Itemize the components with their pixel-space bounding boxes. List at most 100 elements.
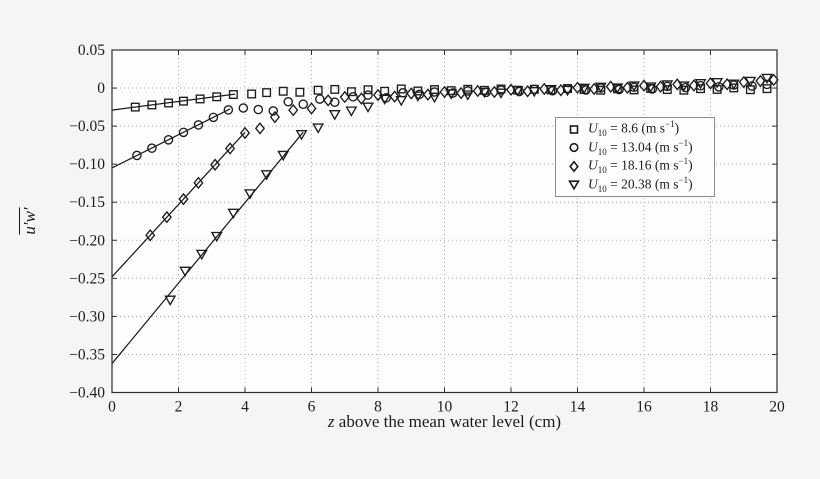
plot-background bbox=[112, 50, 777, 393]
x-tick-label: 18 bbox=[703, 399, 719, 416]
x-tick-label: 14 bbox=[570, 399, 586, 416]
y-tick-label: −0.30 bbox=[69, 308, 105, 325]
marker-triangle-down bbox=[528, 86, 541, 98]
legend-marker-diamond-icon bbox=[569, 160, 579, 173]
marker-triangle-down bbox=[445, 89, 458, 100]
marker-square bbox=[228, 90, 238, 99]
marker-diamond bbox=[288, 103, 299, 117]
x-tick-label: 8 bbox=[374, 399, 382, 416]
marker-circle bbox=[147, 143, 157, 153]
triangle-down-icon bbox=[568, 180, 580, 191]
marker-diamond bbox=[254, 122, 266, 135]
marker-square bbox=[662, 85, 672, 95]
marker-circle bbox=[680, 82, 691, 93]
marker-diamond bbox=[339, 90, 350, 104]
x-tick-label: 16 bbox=[636, 399, 652, 416]
marker-triangle-down bbox=[378, 94, 391, 106]
marker-square bbox=[313, 85, 323, 95]
marker-triangle-down bbox=[744, 76, 757, 88]
marker-circle bbox=[208, 112, 219, 123]
marker-diamond bbox=[224, 142, 236, 155]
marker-triangle-down bbox=[295, 129, 308, 141]
marker-circle bbox=[178, 127, 189, 138]
legend-item-label: U10 = 18.16 (m s−1) bbox=[588, 156, 693, 176]
marker-circle bbox=[223, 105, 234, 115]
marker-diamond bbox=[178, 192, 189, 206]
marker-circle bbox=[298, 99, 308, 109]
y-tick-label: −0.05 bbox=[69, 118, 105, 135]
marker-diamond bbox=[622, 81, 633, 95]
marker-square bbox=[212, 92, 222, 102]
y-tick-label: −0.25 bbox=[69, 270, 105, 287]
diamond-icon bbox=[569, 160, 579, 173]
marker-triangle-down bbox=[362, 102, 374, 113]
marker-triangle-down bbox=[428, 92, 441, 104]
marker-square bbox=[346, 87, 356, 97]
marker-square bbox=[130, 102, 140, 112]
legend-item: U10 = 18.16 (m s−1) bbox=[565, 157, 714, 175]
marker-circle bbox=[581, 85, 591, 95]
marker-circle bbox=[762, 79, 772, 90]
y-tick-label: −0.10 bbox=[69, 156, 105, 173]
marker-triangle-down bbox=[544, 84, 557, 96]
marker-square bbox=[712, 84, 722, 94]
marker-triangle-down bbox=[511, 86, 524, 97]
marker-triangle-down bbox=[411, 91, 424, 102]
marker-diamond bbox=[306, 102, 317, 115]
y-tick-label: −0.15 bbox=[69, 194, 105, 211]
marker-square bbox=[696, 84, 705, 94]
marker-triangle-down bbox=[478, 87, 491, 99]
marker-square bbox=[195, 94, 205, 104]
marker-triangle-down bbox=[227, 208, 240, 220]
marker-square bbox=[179, 96, 188, 106]
marker-diamond bbox=[372, 88, 384, 102]
marker-diamond bbox=[323, 94, 334, 107]
legend-marker-triangle-down-icon bbox=[568, 180, 580, 191]
x-tick-label: 20 bbox=[769, 399, 785, 416]
x-axis-label-text: above the mean water level (cm) bbox=[334, 412, 562, 431]
marker-diamond bbox=[193, 176, 204, 190]
marker-square bbox=[762, 84, 772, 94]
marker-circle bbox=[614, 84, 624, 95]
y-tick-label: 0.05 bbox=[78, 42, 105, 59]
marker-circle bbox=[163, 135, 174, 145]
marker-triangle-down bbox=[345, 106, 358, 117]
x-tick-label: 0 bbox=[108, 399, 116, 416]
marker-triangle-down bbox=[195, 249, 208, 261]
marker-triangle-down bbox=[578, 83, 591, 95]
marker-triangle-down bbox=[727, 79, 740, 90]
marker-circle bbox=[695, 80, 706, 91]
marker-diamond bbox=[269, 110, 280, 124]
legend-item: U10 = 20.38 (m s−1) bbox=[565, 174, 714, 194]
y-axis-label: u′w′ bbox=[20, 206, 40, 235]
marker-circle bbox=[253, 104, 264, 115]
legend-marker-square-icon bbox=[569, 124, 579, 134]
legend-item-label: U10 = 20.38 (m s−1) bbox=[588, 174, 693, 194]
axis-box bbox=[111, 49, 778, 394]
marker-triangle-down bbox=[628, 81, 640, 92]
circle-icon bbox=[569, 143, 579, 153]
marker-circle bbox=[647, 84, 658, 94]
legend-item-label: U10 = 13.04 (m s−1) bbox=[588, 137, 693, 157]
marker-square bbox=[262, 88, 272, 98]
x-tick-label: 10 bbox=[437, 399, 453, 416]
marker-square bbox=[295, 87, 305, 97]
marker-square bbox=[147, 100, 157, 110]
y-tick-label: −0.20 bbox=[69, 232, 105, 249]
marker-square bbox=[679, 85, 689, 95]
marker-circle bbox=[363, 90, 373, 100]
fit-line-square bbox=[111, 93, 236, 111]
marker-triangle-down bbox=[561, 85, 574, 97]
y-tick-label: −0.35 bbox=[69, 346, 105, 363]
marker-diamond bbox=[239, 126, 251, 140]
marker-diamond bbox=[356, 92, 367, 105]
marker-triangle-down bbox=[328, 110, 341, 121]
marker-triangle-down bbox=[495, 88, 507, 99]
legend-marker-circle-icon bbox=[569, 143, 579, 153]
marker-square bbox=[330, 84, 340, 94]
legend-item: U10 = 8.6 (m s−1) bbox=[565, 120, 714, 138]
marker-square bbox=[278, 86, 288, 96]
marker-circle bbox=[238, 103, 249, 113]
